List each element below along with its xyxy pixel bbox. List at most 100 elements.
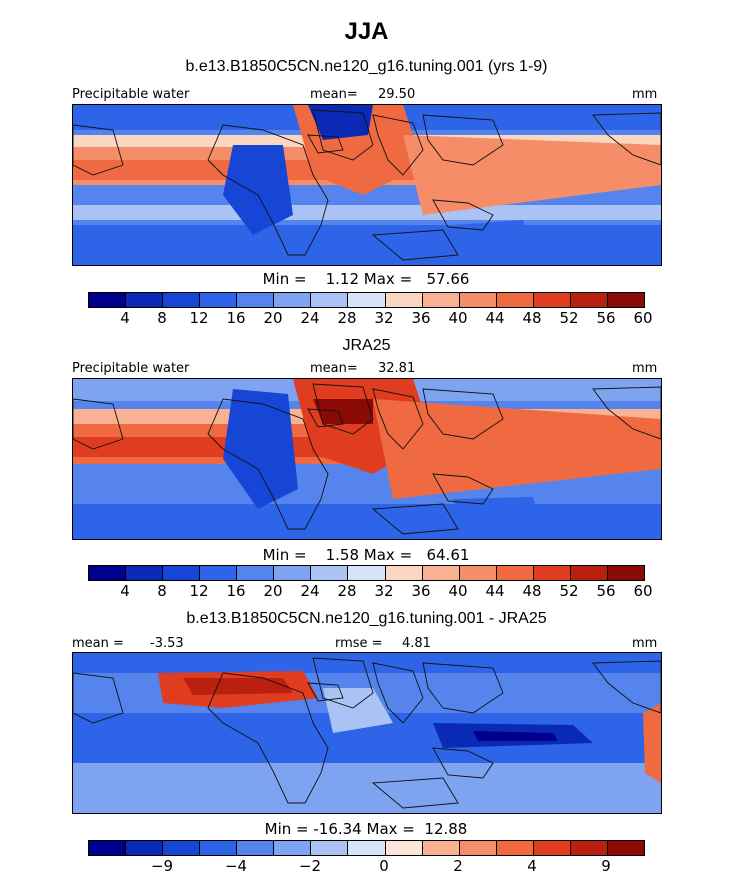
field-band (73, 653, 661, 673)
panel3-map (72, 652, 662, 814)
colorbar-tick-label: 40 (448, 582, 468, 600)
colorbar-swatch (607, 293, 644, 307)
panel3-rmse-value: 4.81 (402, 636, 431, 651)
coastline (307, 134, 344, 154)
panel2-min-label: Min = (262, 546, 307, 564)
panel3-colorbar (88, 840, 645, 856)
colorbar-tick-label: 4 (527, 857, 537, 875)
panel3-mean-label: mean = (72, 636, 124, 651)
colorbar-swatch (348, 293, 386, 307)
colorbar-tick-label: 16 (226, 309, 246, 327)
panel1-min-value: 1.12 (325, 270, 360, 288)
field-band (73, 504, 661, 539)
coastline (371, 229, 459, 261)
colorbar-tick-label: 4 (120, 309, 130, 327)
colorbar-swatch (459, 566, 497, 580)
panel1-units: mm (632, 87, 658, 102)
coastline (432, 473, 494, 505)
colorbar-tick-label: 16 (226, 582, 246, 600)
coastline (207, 672, 329, 804)
colorbar-swatch (459, 841, 497, 855)
colorbar-swatch (89, 566, 127, 580)
colorbar-tick-label: 60 (633, 309, 653, 327)
field-region (453, 220, 533, 260)
coastline (312, 109, 374, 161)
field-band (73, 225, 661, 265)
colorbar-swatch (385, 566, 423, 580)
field-region (403, 135, 661, 215)
colorbar-swatch (200, 841, 238, 855)
colorbar-swatch (385, 841, 423, 855)
coastline (432, 747, 494, 779)
colorbar-swatch (163, 841, 201, 855)
colorbar-swatch (348, 841, 386, 855)
field-band (73, 205, 661, 220)
colorbar-tick-label: 28 (337, 582, 357, 600)
panel3-title: b.e13.B1850C5CN.ne120_g16.tuning.001 - J… (186, 610, 547, 627)
colorbar-tick-label: 52 (559, 582, 579, 600)
panel2-map (72, 378, 662, 540)
colorbar-swatch (459, 293, 497, 307)
colorbar-tick-label: 12 (189, 582, 209, 600)
colorbar-swatch (311, 566, 349, 580)
coastline (73, 672, 124, 724)
colorbar-tick-label: 56 (596, 582, 616, 600)
colorbar-tick-label: 2 (453, 857, 463, 875)
colorbar-swatch (422, 293, 460, 307)
colorbar-tick-label: −2 (298, 857, 322, 875)
colorbar-tick-label: 20 (263, 309, 283, 327)
field-band (73, 763, 661, 813)
panel2-max-value: 64.61 (426, 546, 470, 564)
panel3-max-label: Max = (366, 820, 415, 838)
colorbar-tick-label: 8 (157, 309, 167, 327)
panel2-field-layers (73, 379, 661, 539)
panel1-variable-label: Precipitable water (72, 87, 190, 102)
panel1-map (72, 104, 662, 266)
colorbar-swatch (496, 841, 534, 855)
main-title: JJA (344, 18, 389, 45)
coastline (207, 124, 329, 256)
colorbar-swatch (89, 293, 127, 307)
coastline (307, 682, 344, 702)
panel1-mean-label: mean= (310, 87, 358, 102)
colorbar-tick-label: 32 (374, 309, 394, 327)
panel2-variable-label: Precipitable water (72, 361, 190, 376)
colorbar-swatch (422, 841, 460, 855)
panel3-rmse-label: rmse = (335, 636, 383, 651)
panel2-min-value: 1.58 (325, 546, 360, 564)
panel3-field-layers (73, 653, 661, 813)
field-region (473, 731, 558, 741)
coastline (207, 398, 329, 530)
panel3-colorbar-ticks: −9 −4 −2 0 2 4 9 (88, 857, 643, 875)
coastline (432, 199, 494, 231)
colorbar-swatch (533, 841, 571, 855)
colorbar-swatch (496, 293, 534, 307)
colorbar-swatch (237, 841, 275, 855)
panel2-minmax: Min = 1.58 Max = 64.61 (72, 546, 660, 564)
panel1-mean-value: 29.50 (378, 87, 416, 102)
colorbar-tick-label: 0 (379, 857, 389, 875)
colorbar-swatch (126, 566, 164, 580)
colorbar-swatch (311, 293, 349, 307)
panel1-title: b.e13.B1850C5CN.ne120_g16.tuning.001 (yr… (185, 58, 548, 75)
field-region (183, 678, 293, 695)
coastline (312, 383, 374, 435)
field-region (223, 145, 293, 235)
panel1-min-label: Min = (262, 270, 307, 288)
colorbar-swatch (274, 566, 312, 580)
coastline (312, 657, 374, 709)
panel1-field-layers (73, 105, 661, 265)
coastline (371, 777, 459, 809)
coastline (592, 386, 661, 440)
coastline (307, 408, 344, 428)
colorbar-tick-label: 12 (189, 309, 209, 327)
field-region (323, 688, 393, 733)
panel1-colorbar-ticks: 4 8 12 16 20 24 28 32 36 40 44 48 52 56 60 (88, 309, 652, 327)
panel3-units: mm (632, 636, 658, 651)
colorbar-swatch (200, 566, 238, 580)
colorbar-tick-label: 24 (300, 582, 320, 600)
colorbar-swatch (163, 566, 201, 580)
field-region (223, 389, 298, 509)
panel3-minmax: Min = -16.34 Max = 12.88 (72, 820, 660, 838)
colorbar-swatch (89, 841, 127, 855)
